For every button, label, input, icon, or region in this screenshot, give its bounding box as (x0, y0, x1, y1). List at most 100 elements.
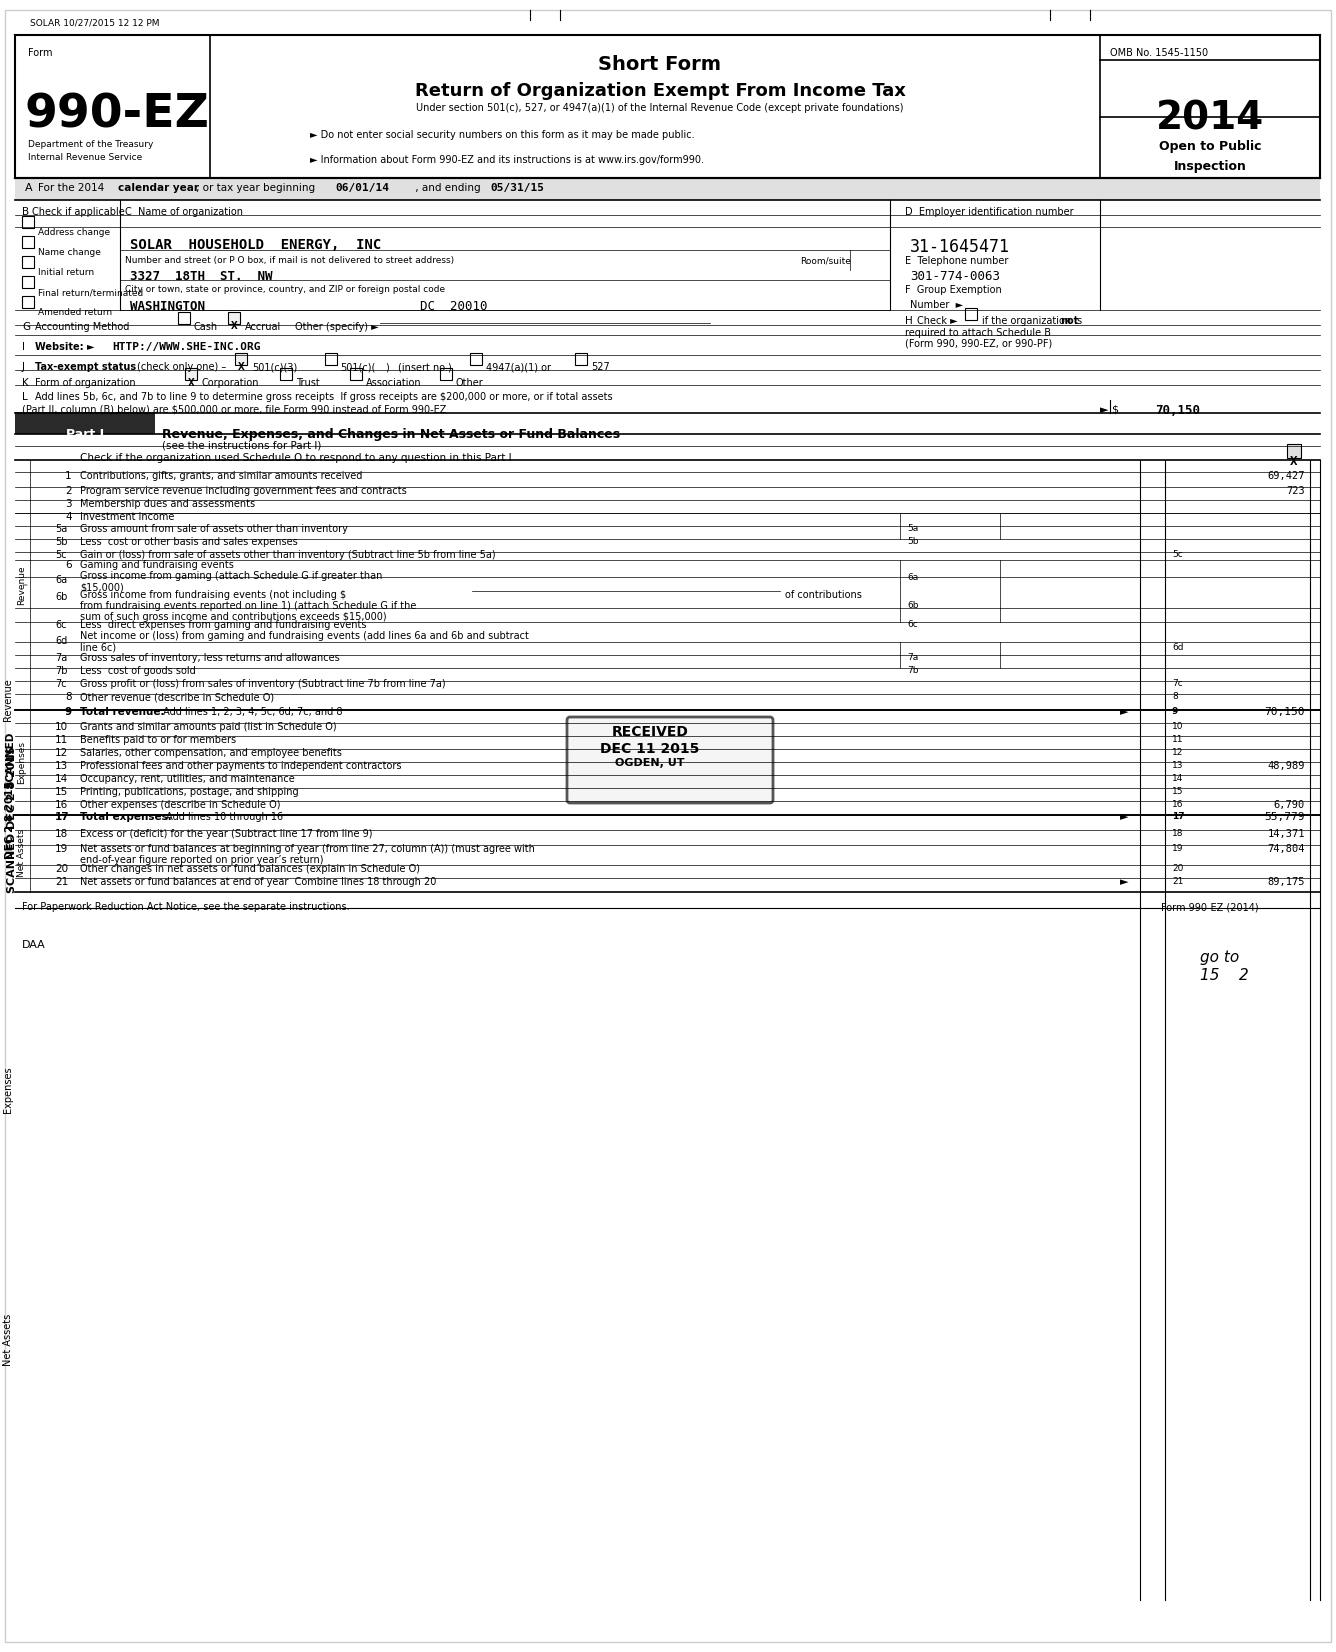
Text: 48,989: 48,989 (1268, 762, 1305, 771)
Text: , or tax year beginning: , or tax year beginning (196, 183, 315, 193)
Text: $15,000): $15,000) (80, 583, 124, 593)
Text: Tax-exempt status: Tax-exempt status (35, 362, 136, 372)
Text: OMB No. 1545-1150: OMB No. 1545-1150 (1110, 48, 1208, 58)
Text: Revenue, Expenses, and Changes in Net Assets or Fund Balances: Revenue, Expenses, and Changes in Net As… (162, 428, 620, 441)
Text: Gain or (loss) from sale of assets other than inventory (Subtract line 5b from l: Gain or (loss) from sale of assets other… (80, 550, 496, 560)
Text: Return of Organization Exempt From Income Tax: Return of Organization Exempt From Incom… (414, 83, 906, 101)
Text: Occupancy, rent, utilities, and maintenance: Occupancy, rent, utilities, and maintena… (80, 775, 295, 785)
Text: 05/31/15: 05/31/15 (490, 183, 544, 193)
Text: OGDEN, UT: OGDEN, UT (616, 758, 685, 768)
Text: 5b: 5b (907, 537, 919, 547)
Text: of contributions: of contributions (786, 590, 862, 600)
Text: SOLAR 10/27/2015 12 12 PM: SOLAR 10/27/2015 12 12 PM (29, 18, 159, 26)
Text: K: K (21, 378, 29, 388)
Text: 20: 20 (1172, 864, 1184, 872)
Text: 15: 15 (1172, 786, 1184, 796)
Bar (325, 354, 337, 365)
Text: 16: 16 (55, 800, 68, 809)
Text: 990-EZ: 990-EZ (25, 93, 210, 137)
Text: 1: 1 (65, 471, 72, 481)
Text: G: G (21, 322, 31, 332)
Text: 19: 19 (1172, 844, 1184, 852)
Text: Membership dues and assessments: Membership dues and assessments (80, 499, 255, 509)
Text: Program service revenue including government fees and contracts: Program service revenue including govern… (80, 486, 406, 496)
Text: 6d: 6d (1172, 643, 1184, 653)
Text: sum of such gross income and contributions exceeds $15,000): sum of such gross income and contributio… (80, 611, 386, 623)
Text: go to: go to (1200, 950, 1240, 965)
Text: 17: 17 (55, 813, 69, 823)
Text: calendar year: calendar year (118, 183, 199, 193)
Text: Other changes in net assets or fund balances (explain in Schedule O): Other changes in net assets or fund bala… (80, 864, 420, 874)
Text: 5a: 5a (55, 524, 67, 534)
Text: 5c: 5c (1172, 550, 1182, 558)
Text: Website: ►: Website: ► (35, 342, 95, 352)
Text: 6c: 6c (55, 620, 67, 629)
Bar (21, 256, 33, 268)
Text: Amended return: Amended return (37, 307, 112, 317)
Text: 06/01/14: 06/01/14 (335, 183, 389, 193)
Bar (574, 354, 587, 365)
Text: 14: 14 (1172, 775, 1184, 783)
Text: 3: 3 (65, 499, 72, 509)
Text: Benefits paid to or for members: Benefits paid to or for members (80, 735, 236, 745)
Text: SOLAR  HOUSEHOLD  ENERGY,  INC: SOLAR HOUSEHOLD ENERGY, INC (130, 238, 381, 253)
Text: DAA: DAA (21, 940, 45, 950)
Text: Form of organization: Form of organization (35, 378, 136, 388)
Text: DC  20010: DC 20010 (420, 301, 488, 312)
Text: 15: 15 (55, 786, 68, 796)
Text: Check if applicable: Check if applicable (32, 206, 124, 216)
Text: 4: 4 (65, 512, 72, 522)
Text: 6a: 6a (55, 575, 67, 585)
Text: ►: ► (1120, 813, 1129, 823)
Text: Revenue: Revenue (17, 565, 27, 605)
Text: Name change: Name change (37, 248, 102, 258)
Text: Less  direct expenses from gaming and fundraising events: Less direct expenses from gaming and fun… (80, 620, 366, 629)
Text: 6,790: 6,790 (1273, 800, 1305, 809)
Text: (insert no.): (insert no.) (398, 362, 452, 372)
Text: Gross sales of inventory, less returns and allowances: Gross sales of inventory, less returns a… (80, 653, 339, 662)
Text: DEC 2 8 2015: DEC 2 8 2015 (5, 781, 15, 859)
Text: 14: 14 (55, 775, 68, 785)
Text: 6b: 6b (55, 591, 67, 601)
Text: 11: 11 (1172, 735, 1184, 743)
Text: 6: 6 (65, 560, 72, 570)
Text: 2: 2 (65, 486, 72, 496)
Bar (281, 368, 293, 380)
Text: 527: 527 (591, 362, 609, 372)
Text: Check ►: Check ► (916, 316, 958, 325)
Text: 55,779: 55,779 (1264, 813, 1305, 823)
Bar (178, 312, 190, 324)
Text: DEC 11 2015: DEC 11 2015 (600, 742, 700, 757)
Bar (965, 307, 977, 320)
Text: Under section 501(c), 527, or 4947(a)(1) of the Internal Revenue Code (except pr: Under section 501(c), 527, or 4947(a)(1)… (417, 102, 903, 112)
Text: X: X (231, 320, 238, 330)
Text: Gross income from fundraising events (not including $: Gross income from fundraising events (no… (80, 590, 346, 600)
Text: 501(c)(: 501(c)( (339, 362, 375, 372)
Text: Printing, publications, postage, and shipping: Printing, publications, postage, and shi… (80, 786, 299, 796)
Text: X: X (238, 362, 244, 372)
Text: H: H (904, 316, 912, 325)
Text: Net assets or fund balances at beginning of year (from line 27, column (A)) (mus: Net assets or fund balances at beginning… (80, 844, 534, 854)
Text: 7c: 7c (1172, 679, 1182, 687)
Text: 4947(a)(1) or: 4947(a)(1) or (486, 362, 550, 372)
Text: 70,150: 70,150 (1264, 707, 1305, 717)
Text: Department of the Treasury: Department of the Treasury (28, 140, 154, 149)
Text: 10: 10 (1172, 722, 1184, 730)
Bar (228, 312, 240, 324)
Text: Expenses: Expenses (3, 1067, 13, 1113)
Text: Accounting Method: Accounting Method (35, 322, 130, 332)
Text: 7a: 7a (55, 653, 67, 662)
Text: 19: 19 (55, 844, 68, 854)
Bar (21, 216, 33, 228)
Text: Net Assets: Net Assets (3, 1313, 13, 1366)
Text: ): ) (385, 362, 389, 372)
Text: Cash: Cash (194, 322, 218, 332)
Text: Add lines 10 through 16: Add lines 10 through 16 (163, 813, 283, 823)
Text: Gross income from gaming (attach Schedule G if greater than: Gross income from gaming (attach Schedul… (80, 572, 382, 582)
Text: C  Name of organization: C Name of organization (126, 206, 243, 216)
Text: Other (specify) ►: Other (specify) ► (295, 322, 378, 332)
Text: Professional fees and other payments to independent contractors: Professional fees and other payments to … (80, 762, 402, 771)
Text: 723: 723 (1287, 486, 1305, 496)
Text: 14,371: 14,371 (1268, 829, 1305, 839)
Text: 9: 9 (1172, 707, 1178, 715)
